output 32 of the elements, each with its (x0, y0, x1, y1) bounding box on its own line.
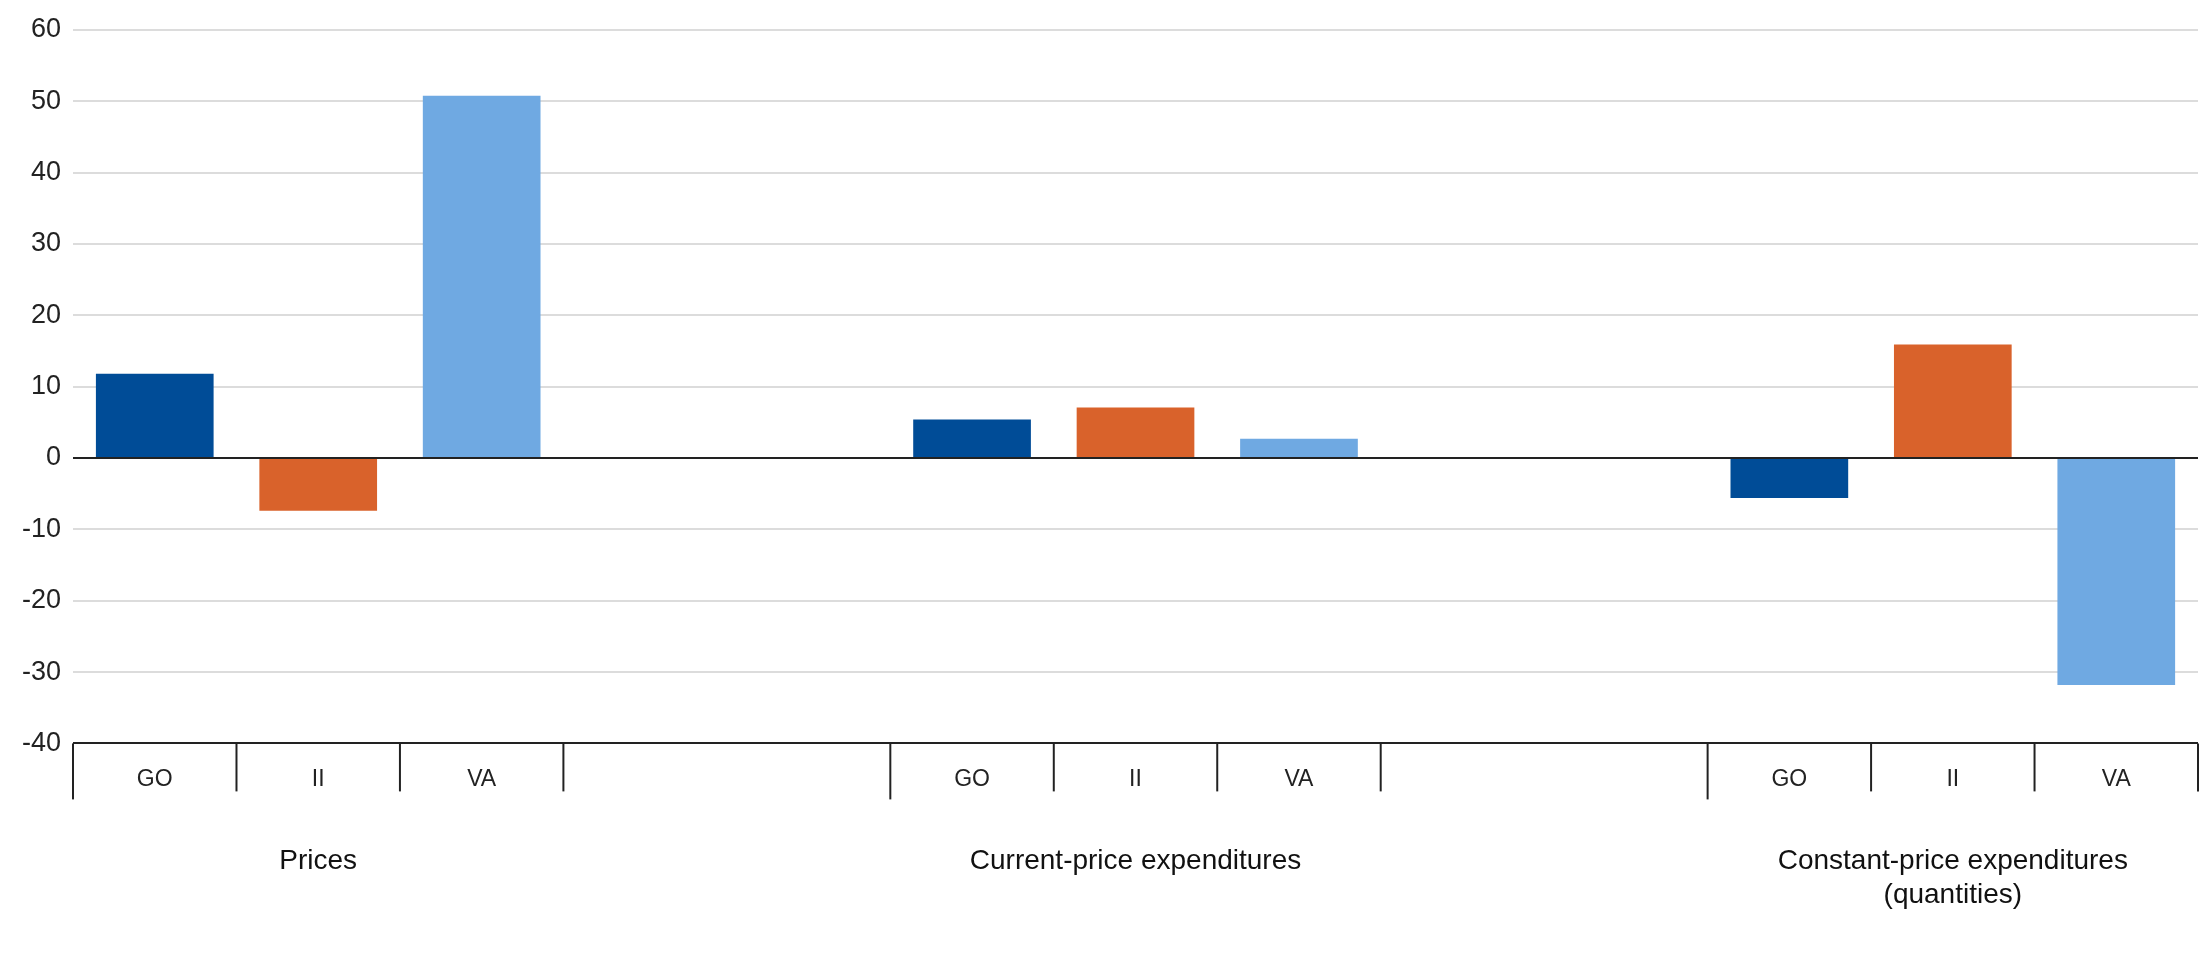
y-tick-label: 10 (30, 370, 62, 401)
y-tick-label: 50 (30, 84, 62, 115)
y-tick-label: 60 (30, 13, 62, 44)
bar (1893, 344, 2012, 458)
y-tick-label: -40 (21, 726, 62, 757)
bar (259, 459, 378, 511)
bar (422, 95, 541, 458)
y-tick-label: 30 (30, 227, 62, 258)
text: Prices (279, 844, 358, 876)
x-tick-label: VA (2101, 764, 2132, 791)
bar (1240, 438, 1358, 458)
x-tick-label: GO (1771, 764, 1808, 791)
x-tick-label: GO (954, 764, 990, 791)
bar (2057, 459, 2176, 685)
x-tick-label: VA (1284, 764, 1315, 791)
y-tick-label: -30 (21, 655, 62, 686)
x-tick-label: GO (136, 764, 173, 791)
bar (913, 419, 1031, 458)
y-tick-label: 40 (30, 156, 62, 187)
text: Constant-price expenditures (quantities) (1777, 844, 2128, 910)
y-tick-label: 20 (30, 298, 62, 329)
y-tick-label: -20 (21, 584, 62, 615)
y-tick-label: -10 (21, 512, 62, 543)
x-tick-label: VA (467, 764, 497, 791)
text: Current-price expenditures (969, 844, 1302, 876)
x-tick-label: II (311, 764, 325, 791)
bar (1076, 407, 1195, 458)
bar (95, 373, 214, 458)
bar (1730, 459, 1849, 498)
x-tick-label: II (1129, 764, 1142, 791)
x-tick-label: II (1946, 764, 1960, 791)
y-tick-label: 0 (45, 441, 62, 472)
